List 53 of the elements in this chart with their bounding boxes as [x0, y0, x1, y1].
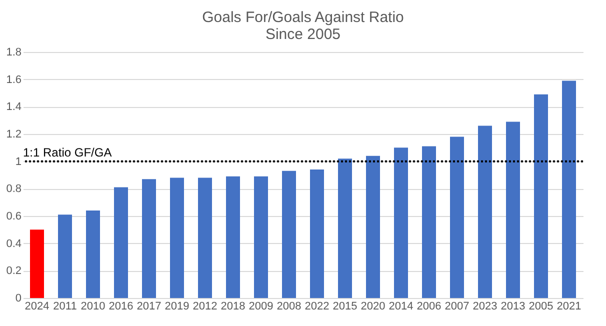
x-tick-label: 2013: [500, 300, 526, 312]
x-tick-label: 2018: [220, 300, 246, 312]
bar: [562, 80, 576, 298]
bar: [478, 126, 492, 298]
text: Goals For/Goals Against Ratio: [202, 9, 404, 26]
bar: [506, 122, 520, 298]
x-tick-label: 2016: [108, 300, 134, 312]
bar: [142, 179, 156, 298]
x-tick-label: 2010: [80, 300, 106, 312]
x-tick-label: 2008: [276, 300, 302, 312]
bar: [170, 178, 184, 298]
x-tick-label: 2019: [164, 300, 190, 312]
bar: [338, 158, 352, 298]
ref-line-label: 1:1 Ratio GF/GA: [23, 145, 112, 160]
x-tick-label: 2011: [53, 300, 77, 312]
x-tick-label: 2023: [472, 300, 498, 312]
y-tick-label: 1.4: [6, 101, 22, 114]
y-tick-label: 0.2: [6, 265, 22, 278]
y-tick-label: 1.6: [6, 74, 22, 86]
bar: [394, 148, 408, 298]
x-tick-label: 2012: [192, 300, 218, 312]
x-tick-label: 2005: [528, 300, 554, 312]
bar: [114, 187, 128, 298]
bar: [450, 136, 464, 298]
bar: [254, 176, 268, 298]
x-tick-label: 2015: [332, 300, 358, 312]
y-tick-label: 0: [15, 292, 22, 304]
x-tick-label: 2006: [416, 300, 442, 312]
x-tick-label: 2009: [248, 300, 274, 312]
x-tick-label: 2024: [24, 300, 50, 312]
bar: [198, 178, 212, 298]
y-tick-label: 0.4: [6, 238, 22, 250]
text: Since 2005: [265, 26, 341, 43]
x-tick-label: 2021: [556, 300, 582, 312]
bar: [310, 170, 324, 298]
bar: [58, 214, 72, 298]
y-tick-label: 1: [15, 156, 22, 168]
bar: [30, 230, 44, 298]
x-tick-label: 2020: [360, 300, 386, 312]
bar: [366, 156, 380, 298]
x-tick-label: 2007: [444, 300, 470, 312]
x-tick-label: 2017: [136, 300, 162, 312]
bar: [86, 210, 100, 298]
x-tick-label: 2022: [304, 300, 330, 312]
bar: [226, 176, 240, 298]
y-tick-label: 1.8: [6, 46, 22, 58]
x-tick-label: 2014: [388, 300, 414, 312]
y-tick-label: 1.2: [6, 128, 22, 140]
y-tick-label: 0.8: [6, 183, 22, 196]
bar: [282, 170, 296, 298]
y-tick-label: 0.6: [6, 210, 22, 222]
bar: [422, 146, 436, 298]
bar: [534, 94, 548, 298]
